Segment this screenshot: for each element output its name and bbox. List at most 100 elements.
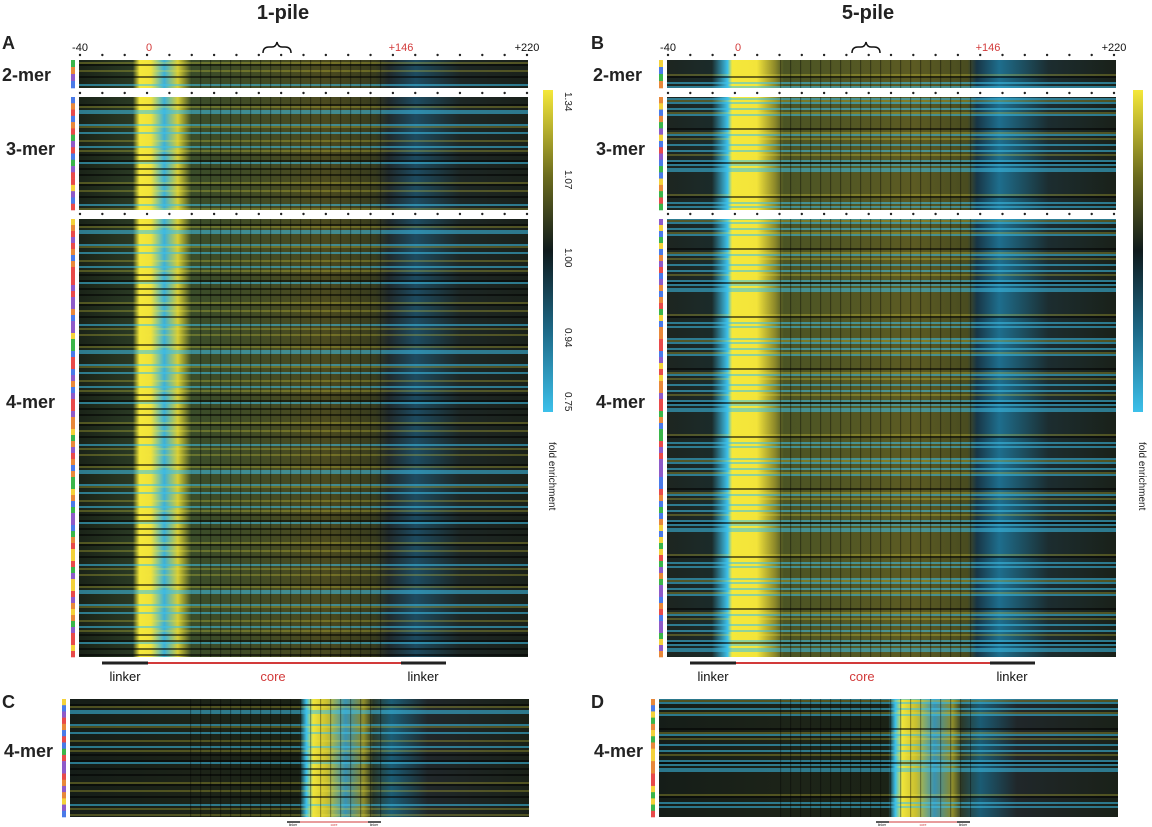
tick-dot [912,212,915,216]
tick-dot [711,91,714,95]
tick-dot [979,91,982,95]
panel-letter-d: D [591,692,604,712]
segment-label-d-core: core [920,823,927,827]
tick-dot [391,91,395,95]
tick-dot [934,212,937,216]
tick-dot [324,53,328,57]
tick-dot [101,53,104,57]
tick-dot [279,212,283,216]
tick-dot [934,53,937,57]
segment-label-a-linker-right: linker [407,669,439,684]
tick-dot [889,53,893,57]
tick-dots [78,53,1116,216]
heatmaps [62,60,1118,818]
heatmap-b-3mer [659,97,1116,211]
tick-dot [78,91,82,95]
x-tick-b-plus220: +220 [1102,42,1127,54]
tick-dot [525,212,529,216]
tick-dot [168,91,171,95]
tick-dot [503,91,506,95]
tick-dot [414,53,417,57]
tick-dot [190,53,193,57]
tick-dot [689,212,692,216]
tick-dot [414,91,417,95]
colorbar-a-tick-1.00: 1.00 [562,248,573,268]
tick-dot-row-a-mid1 [78,91,529,95]
tick-dot [912,53,915,57]
tick-dot [889,212,893,216]
x-tick-a-minus40: -40 [72,42,88,54]
tick-dot [458,91,462,95]
title-5-pile: 5-pile [842,2,894,24]
colorbar-a-tick-1.34: 1.34 [562,92,573,112]
tick-dot [302,91,305,95]
tick-dot [101,91,104,95]
tick-dot [1068,91,1071,95]
tick-dot [302,53,305,57]
tick-dot [190,212,193,216]
kmer-label-b-2mer: 2-mer [593,65,642,85]
tick-dot [101,212,104,216]
tick-dot [123,53,126,57]
colorbar-a [543,90,553,412]
tick-dot [1090,53,1093,57]
heatmap-b-4mer [659,219,1116,658]
heatmap-b-2mer [659,60,1116,89]
tick-dot [458,212,462,216]
tick-dot [235,91,238,95]
tick-dot [733,91,737,95]
tick-dot [822,212,826,216]
tick-dot [956,212,960,216]
segment-label-d-linker-left: linker [878,823,887,827]
heatmap-a-3mer-sequence-sidebar [71,97,75,211]
tick-dot [347,53,350,57]
tick-dot [756,53,759,57]
tick-dot [257,53,260,57]
tick-dot [1045,53,1049,57]
tick-dot [867,53,870,57]
heatmap-d-4mer-sequence-sidebar [651,699,655,818]
tick-dot [123,91,126,95]
tick-dot [800,91,803,95]
tick-dot [956,91,960,95]
tick-dot [235,53,238,57]
tick-dot [979,53,982,57]
x-tick-b-plus146: +146 [976,42,1001,54]
heatmap-b-4mer-sequence-sidebar [659,219,663,658]
tick-dot-row-b-mid1 [666,91,1116,95]
tick-dot [822,53,826,57]
x-tick-a-0: 0 [146,42,152,54]
tick-dot [212,53,216,57]
tick-dot [391,212,395,216]
heatmap-a-2mer [71,60,528,89]
heatmap-a-4mer-sequence-sidebar [71,219,75,658]
heatmap-b-3mer-sequence-sidebar [659,97,663,211]
tick-dot [1090,212,1093,216]
segment-label-c-linker-left: linker [289,823,298,827]
heatmap-c-4mer [62,699,529,818]
tick-dot [867,212,870,216]
tick-dot [1023,91,1026,95]
tick-dot [481,212,484,216]
tick-dot [503,212,506,216]
tick-dot [1001,53,1004,57]
colorbar-a-tick-0.94: 0.94 [562,328,573,348]
tick-dot [481,91,484,95]
kmer-label-b-3mer: 3-mer [596,139,645,159]
kmer-label-b-4mer: 4-mer [596,392,645,412]
tick-dot [347,91,350,95]
tick-dot [279,91,283,95]
tick-dot [436,212,439,216]
tick-dot [822,91,826,95]
segment-label-d-linker-right: linker [959,823,968,827]
kmer-label-d-4mer: 4-mer [594,741,643,761]
tick-dot [347,212,350,216]
tick-dot [235,212,238,216]
tick-dot [1112,53,1116,57]
segment-label-b-linker-left: linker [697,669,729,684]
tick-dot [1001,91,1004,95]
tick-dot-row-a-top [78,53,529,57]
tick-dot [369,212,372,216]
tick-dot [168,53,171,57]
segment-label-a-linker-left: linker [109,669,141,684]
